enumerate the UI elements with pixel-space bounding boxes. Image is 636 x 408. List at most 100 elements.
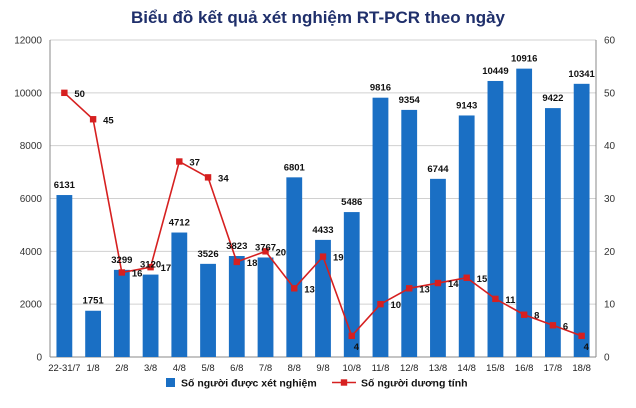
bar-tested	[516, 68, 533, 357]
line-data-label: 15	[477, 274, 488, 285]
line-point-positive	[463, 274, 470, 281]
y-right-tick-label: 60	[604, 36, 616, 47]
bar-tested	[56, 195, 73, 357]
bar-data-label: 9354	[399, 95, 421, 106]
line-data-label: 4	[354, 342, 360, 353]
bar-data-label: 3299	[111, 255, 132, 266]
line-data-label: 11	[505, 295, 516, 306]
line-point-positive	[492, 295, 499, 303]
line-point-positive	[291, 285, 298, 292]
line-point-positive	[204, 174, 212, 181]
bar-data-label: 9422	[542, 93, 563, 104]
bar-tested	[544, 108, 561, 357]
y-right-tick-label: 40	[604, 141, 616, 152]
x-tick-label: 2/8	[115, 363, 128, 374]
bar-data-label: 3120	[140, 260, 161, 271]
x-tick-label: 18/8	[572, 363, 591, 374]
bar-tested	[573, 83, 590, 357]
bar-tested	[85, 310, 102, 357]
line-point-positive	[233, 258, 240, 266]
line-data-label: 14	[448, 279, 459, 290]
x-tick-label: 10/8	[342, 363, 361, 374]
line-data-label: 34	[218, 173, 229, 184]
x-tick-label: 8/8	[288, 363, 301, 374]
legend-label-positive: Số người dương tính	[361, 378, 468, 390]
line-data-label: 50	[74, 89, 85, 100]
x-tick-label: 6/8	[230, 363, 243, 374]
bar-data-label: 10341	[568, 69, 595, 80]
line-data-label: 37	[189, 158, 200, 169]
line-data-label: 13	[304, 284, 315, 295]
bar-tested	[142, 274, 159, 357]
y-right-tick-label: 0	[604, 353, 610, 364]
line-point-positive	[377, 300, 384, 308]
line-point-positive	[61, 89, 68, 97]
bar-tested	[430, 178, 446, 357]
bar-data-label: 4712	[169, 218, 190, 229]
y-left-tick-label: 6000	[20, 194, 43, 205]
line-point-positive	[118, 269, 126, 276]
line-point-positive	[262, 248, 269, 255]
x-tick-label: 13/8	[429, 363, 448, 374]
bar-tested	[200, 263, 216, 357]
x-tick-label: 7/8	[259, 363, 272, 374]
y-left-tick-label: 12000	[14, 36, 42, 47]
bar-tested	[372, 97, 389, 357]
y-left-tick-label: 10000	[14, 88, 42, 99]
legend-label-tested: Số người được xét nghiệm	[181, 378, 317, 390]
line-data-label: 13	[419, 284, 430, 295]
bar-data-label: 9816	[370, 83, 391, 94]
bar-data-label: 10916	[511, 54, 537, 65]
bar-data-label: 3823	[226, 241, 247, 252]
chart-title: Biểu đồ kết quả xét nghiệm RT-PCR theo n…	[130, 8, 506, 27]
line-data-label: 17	[161, 263, 172, 274]
bar-data-label: 1751	[83, 296, 105, 307]
x-tick-label: 4/8	[173, 363, 186, 374]
line-point-positive	[520, 311, 528, 318]
bar-data-label: 9143	[456, 100, 477, 111]
bar-tested	[171, 232, 188, 357]
line-point-positive	[549, 322, 557, 329]
line-data-label: 4	[584, 342, 590, 353]
y-right-tick-label: 30	[604, 194, 616, 205]
line-point-positive	[319, 253, 327, 260]
x-tick-label: 17/8	[544, 363, 563, 374]
bar-tested	[487, 80, 504, 357]
line-point-positive	[348, 332, 355, 340]
line-data-label: 18	[247, 258, 258, 269]
line-data-label: 19	[333, 253, 344, 264]
line-point-positive	[406, 285, 413, 292]
x-tick-label: 1/8	[86, 363, 99, 374]
bar-data-label: 3526	[197, 249, 218, 260]
bar-data-label: 6801	[284, 162, 306, 173]
y-right-tick-label: 10	[604, 300, 616, 311]
line-point-positive	[147, 263, 154, 271]
y-right-tick-label: 50	[604, 88, 616, 99]
x-tick-label: 22-31/7	[48, 363, 80, 374]
line-point-positive	[578, 332, 585, 340]
bar-tested	[401, 109, 418, 357]
y-left-tick-label: 2000	[20, 300, 43, 311]
line-data-label: 20	[276, 247, 287, 258]
line-data-label: 10	[390, 300, 401, 311]
x-tick-label: 9/8	[316, 363, 329, 374]
x-tick-label: 16/8	[515, 363, 534, 374]
x-tick-label: 5/8	[201, 363, 214, 374]
line-data-label: 6	[563, 321, 568, 332]
legend-swatch-tested	[166, 378, 175, 387]
line-point-positive	[434, 279, 442, 287]
legend-marker-positive	[340, 379, 348, 386]
line-data-label: 8	[534, 311, 539, 322]
x-tick-label: 3/8	[144, 363, 157, 374]
line-data-label: 16	[132, 268, 143, 279]
x-tick-label: 14/8	[457, 363, 476, 374]
line-point-positive	[176, 158, 183, 165]
bar-tested	[257, 257, 274, 357]
y-left-tick-label: 0	[36, 353, 42, 364]
bar-data-label: 4433	[312, 225, 333, 236]
bar-tested	[458, 115, 475, 358]
bar-tested	[343, 212, 360, 357]
bar-data-label: 6131	[54, 180, 76, 191]
